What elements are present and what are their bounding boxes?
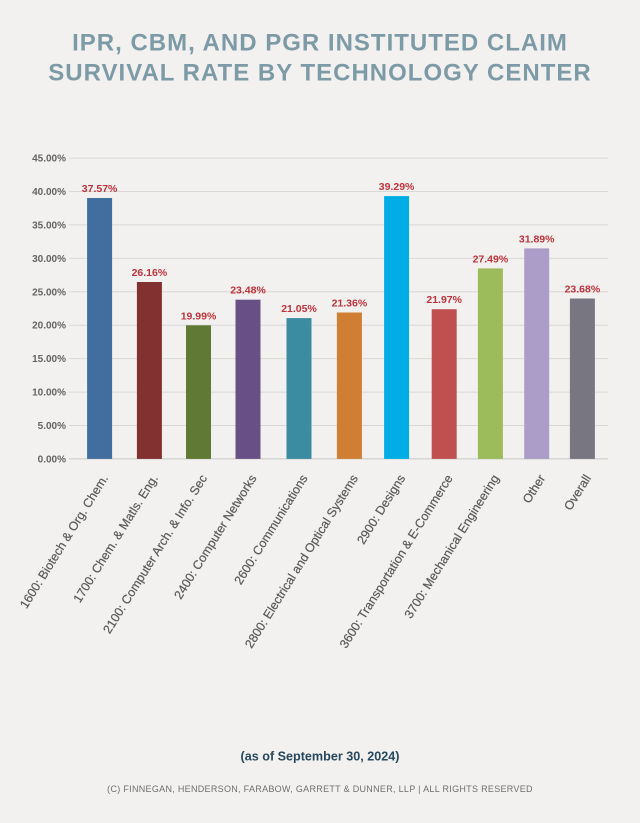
svg-text:45.00%: 45.00% <box>32 154 66 165</box>
svg-text:23.68%: 23.68% <box>565 284 601 296</box>
svg-text:IPR, CBM, AND PGR INSTITUTED C: IPR, CBM, AND PGR INSTITUTED CLAIM <box>72 30 568 57</box>
svg-text:27.49%: 27.49% <box>473 253 509 265</box>
svg-text:SURVIVAL RATE BY TECHNOLOGY CE: SURVIVAL RATE BY TECHNOLOGY CENTER <box>48 60 591 87</box>
svg-text:0.00%: 0.00% <box>38 454 66 465</box>
svg-text:15.00%: 15.00% <box>32 354 66 365</box>
svg-text:30.00%: 30.00% <box>32 254 66 265</box>
svg-text:20.00%: 20.00% <box>32 321 66 332</box>
svg-text:25.00%: 25.00% <box>32 287 66 298</box>
svg-text:21.97%: 21.97% <box>426 294 462 306</box>
svg-text:21.05%: 21.05% <box>281 303 317 315</box>
svg-text:(C) FINNEGAN, HENDERSON, FARAB: (C) FINNEGAN, HENDERSON, FARABOW, GARRET… <box>107 784 533 794</box>
svg-text:40.00%: 40.00% <box>32 187 66 198</box>
svg-text:21.36%: 21.36% <box>332 298 368 310</box>
svg-text:39.29%: 39.29% <box>379 181 415 193</box>
svg-text:10.00%: 10.00% <box>32 388 66 399</box>
svg-text:26.16%: 26.16% <box>132 267 168 279</box>
svg-text:(as of September 30, 2024): (as of September 30, 2024) <box>241 750 400 764</box>
svg-text:35.00%: 35.00% <box>32 220 66 231</box>
svg-text:23.48%: 23.48% <box>230 285 266 297</box>
svg-text:31.89%: 31.89% <box>519 233 555 245</box>
svg-text:37.57%: 37.57% <box>82 183 118 195</box>
svg-text:5.00%: 5.00% <box>38 421 66 432</box>
svg-text:19.99%: 19.99% <box>181 310 217 322</box>
